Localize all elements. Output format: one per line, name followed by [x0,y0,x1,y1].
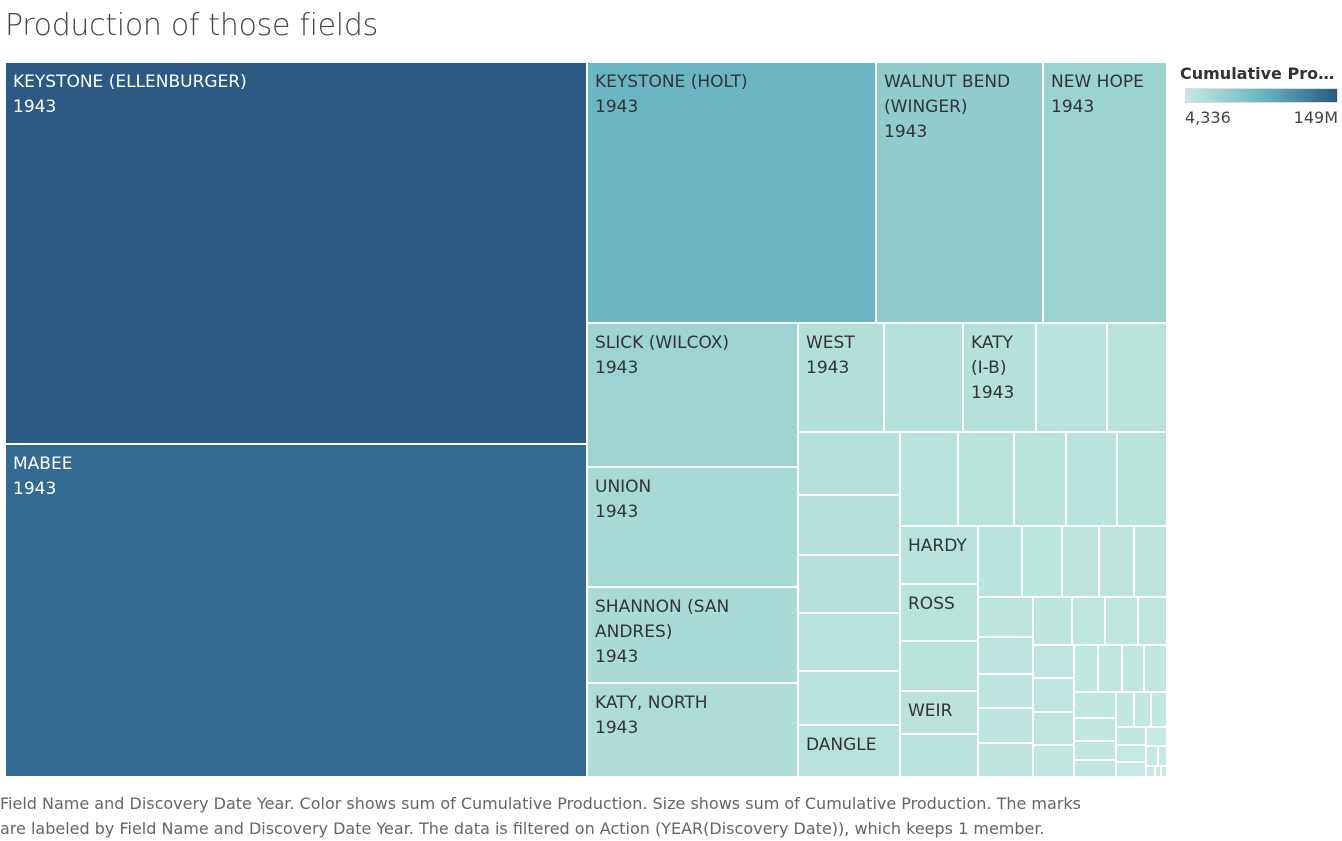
treemap-cell[interactable] [798,432,900,495]
treemap-cell-label: KEYSTONE (ELLENBURGER) 1943 [13,72,247,117]
treemap-cell[interactable] [1138,597,1167,645]
treemap-cell[interactable] [1134,526,1167,597]
treemap-cell-keystone-ellenburger[interactable]: KEYSTONE (ELLENBURGER) 1943 [5,62,587,444]
treemap-cell-label: WEST 1943 [806,333,855,378]
treemap-cell[interactable] [1158,746,1167,766]
treemap-cell[interactable] [900,641,978,691]
treemap-cell[interactable] [978,708,1033,743]
treemap-cell-label: ROSS [908,594,955,614]
treemap-cell[interactable] [1116,727,1146,745]
treemap-cell[interactable] [1146,746,1158,766]
caption-line-2: are labeled by Field Name and Discovery … [0,819,1045,838]
treemap-cell-katy-i-b[interactable]: KATY (I-B) 1943 [963,323,1036,432]
treemap-cell-label: KATY, NORTH 1943 [595,693,708,738]
treemap-cell[interactable] [1062,526,1099,597]
chart-caption: Field Name and Discovery Date Year. Colo… [0,791,1180,841]
treemap-cell-west[interactable]: WEST 1943 [798,323,884,432]
treemap-cell[interactable] [1072,597,1105,645]
treemap-cell[interactable] [1116,692,1134,727]
color-legend: Cumulative Produ.. 4,336 149M [1180,64,1342,127]
treemap-cell[interactable] [1033,678,1074,712]
treemap-cell[interactable] [884,323,963,432]
treemap-cell-weir[interactable]: WEIR [900,691,978,734]
treemap-cell[interactable] [1099,526,1134,597]
treemap-cell[interactable] [978,743,1033,777]
treemap-cell-label: HARDY [908,536,967,556]
treemap-cell-katy-north[interactable]: KATY, NORTH 1943 [587,683,798,777]
treemap-cell-hardy[interactable]: HARDY [900,526,978,584]
treemap-cell-label: KEYSTONE (HOLT) 1943 [595,72,748,117]
legend-title: Cumulative Produ.. [1180,64,1340,83]
treemap-cell[interactable] [978,637,1033,674]
treemap-cell-label: DANGLE [806,735,877,755]
treemap-cell[interactable] [1033,745,1074,777]
treemap-cell[interactable] [1107,323,1167,432]
treemap-cell[interactable] [978,597,1033,637]
treemap-cell[interactable] [900,432,958,526]
treemap-cell[interactable] [1022,526,1062,597]
treemap-cell-shannon-san-andres[interactable]: SHANNON (SAN ANDRES) 1943 [587,587,798,683]
chart-title: Production of those fields [5,8,378,43]
treemap-cell[interactable] [1074,718,1116,741]
treemap-cell[interactable] [1117,432,1167,526]
treemap-cell-label: WALNUT BEND (WINGER) 1943 [884,72,1011,142]
treemap-cell[interactable] [1134,692,1151,727]
treemap-cell[interactable] [1014,432,1066,526]
treemap-cell[interactable] [1122,645,1144,692]
treemap-cell[interactable] [798,555,900,613]
treemap-cell[interactable] [1161,766,1167,777]
treemap-cell[interactable] [978,526,1022,597]
caption-line-1: Field Name and Discovery Date Year. Colo… [0,794,1081,813]
treemap-cell[interactable] [1105,597,1138,645]
legend-min-label: 4,336 [1185,108,1231,127]
treemap-cell-keystone-holt[interactable]: KEYSTONE (HOLT) 1943 [587,62,876,323]
treemap-cell[interactable] [1098,645,1122,692]
treemap-cell[interactable] [1146,727,1167,746]
treemap-cell[interactable] [1151,692,1167,727]
treemap-cell[interactable] [1155,766,1161,777]
treemap-cell[interactable] [1066,432,1117,526]
treemap-cell[interactable] [798,495,900,555]
treemap-cell-ross[interactable]: ROSS [900,584,978,641]
treemap-cell[interactable] [798,671,900,725]
treemap-cell[interactable] [1116,762,1146,777]
treemap-cell[interactable] [1033,645,1074,678]
treemap-cell[interactable] [1146,766,1155,777]
treemap-cell-new-hope[interactable]: NEW HOPE 1943 [1043,62,1167,323]
treemap-cell-union[interactable]: UNION 1943 [587,467,798,587]
treemap-cell[interactable] [1036,323,1107,432]
treemap-cell-walnut-bend-winger[interactable]: WALNUT BEND (WINGER) 1943 [876,62,1043,323]
treemap-cell[interactable] [978,674,1033,708]
treemap-cell[interactable] [958,432,1014,526]
treemap-cell[interactable] [1033,597,1072,645]
treemap-cell[interactable] [798,613,900,671]
treemap-cell[interactable] [1074,692,1116,718]
treemap-cell-label: NEW HOPE 1943 [1051,72,1144,117]
treemap-cell-label: SHANNON (SAN ANDRES) 1943 [595,597,730,667]
treemap-cell[interactable] [1074,741,1116,760]
treemap-cell-label: UNION 1943 [595,477,652,522]
treemap-cell-mabee[interactable]: MABEE 1943 [5,444,587,777]
treemap-cell[interactable] [1144,645,1167,692]
legend-gradient-bar [1185,88,1338,103]
treemap-cell-label: KATY (I-B) 1943 [971,333,1015,403]
treemap-cell-slick-wilcox[interactable]: SLICK (WILCOX) 1943 [587,323,798,467]
treemap-cell[interactable] [1033,712,1074,745]
treemap-cell[interactable] [900,734,978,777]
treemap-cell-dangle[interactable]: DANGLE [798,725,900,777]
treemap-cell-label: WEIR [908,701,953,721]
legend-max-label: 149M [1293,108,1338,127]
treemap-cell[interactable] [1074,645,1098,692]
treemap-cell-label: SLICK (WILCOX) 1943 [595,333,730,378]
treemap-cell[interactable] [1116,745,1146,762]
treemap-cell-label: MABEE 1943 [13,454,73,499]
treemap-cell[interactable] [1074,760,1116,777]
